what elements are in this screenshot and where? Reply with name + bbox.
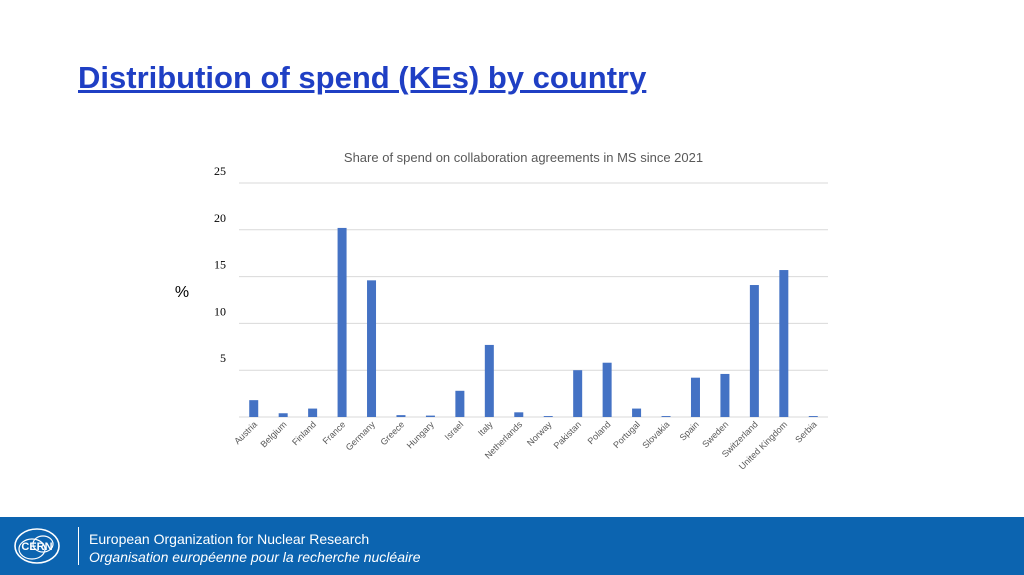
x-tick-label: Serbia (793, 419, 818, 444)
x-tick-label: Slovakia (640, 419, 671, 450)
slide-title: Distribution of spend (KEs) by country (78, 60, 647, 95)
x-tick-label: France (321, 419, 348, 446)
x-tick-label: Finland (290, 419, 318, 447)
bar (808, 416, 818, 417)
y-tick-label: 25 (214, 164, 226, 178)
x-tick-label: Austria (232, 419, 259, 446)
cern-logo-icon: CERN (14, 528, 60, 564)
bar (484, 344, 494, 417)
x-tick-label: Israel (443, 419, 466, 442)
bar (573, 370, 583, 417)
bar (720, 373, 730, 417)
y-tick-label: 15 (214, 258, 226, 272)
x-tick-label: Portugal (611, 419, 642, 450)
x-tick-label: Germany (344, 419, 378, 453)
y-tick-label: 10 (214, 304, 226, 318)
bar-chart: Share of spend on collaboration agreemen… (175, 150, 828, 472)
bar (367, 280, 377, 417)
x-tick-label: Spain (678, 419, 701, 442)
bar (632, 408, 642, 417)
bar (455, 390, 465, 417)
y-axis-label: % (175, 284, 189, 301)
bar (543, 416, 553, 417)
x-tick-label: Hungary (405, 419, 436, 450)
x-tick-label: Italy (476, 419, 495, 438)
bar (396, 415, 406, 417)
bar (249, 400, 259, 417)
x-tick-label: Norway (525, 419, 554, 448)
bar (425, 415, 435, 417)
org-name-fr: Organisation européenne pour la recherch… (89, 549, 421, 565)
footer-bar: CERN European Organization for Nuclear R… (0, 517, 1024, 575)
x-tick-label: Poland (586, 419, 613, 446)
bar (602, 362, 612, 417)
x-tick-label: Greece (378, 419, 406, 447)
footer-divider (78, 527, 79, 565)
y-tick-label: 20 (214, 211, 226, 225)
x-tick-label: Pakistan (552, 419, 583, 450)
cern-logo-text: CERN (21, 541, 52, 553)
org-name-en: European Organization for Nuclear Resear… (89, 531, 370, 547)
bar (749, 285, 759, 417)
bar (661, 416, 671, 417)
bar (514, 412, 524, 417)
bar (779, 270, 789, 417)
chart-svg: Share of spend on collaboration agreemen… (175, 150, 828, 472)
chart-title: Share of spend on collaboration agreemen… (344, 150, 703, 165)
x-tick-label: Belgium (259, 419, 289, 449)
y-tick-label: 5 (220, 351, 226, 365)
bar (278, 413, 288, 417)
bar (308, 408, 318, 417)
bar (337, 227, 347, 417)
bar (690, 377, 700, 417)
